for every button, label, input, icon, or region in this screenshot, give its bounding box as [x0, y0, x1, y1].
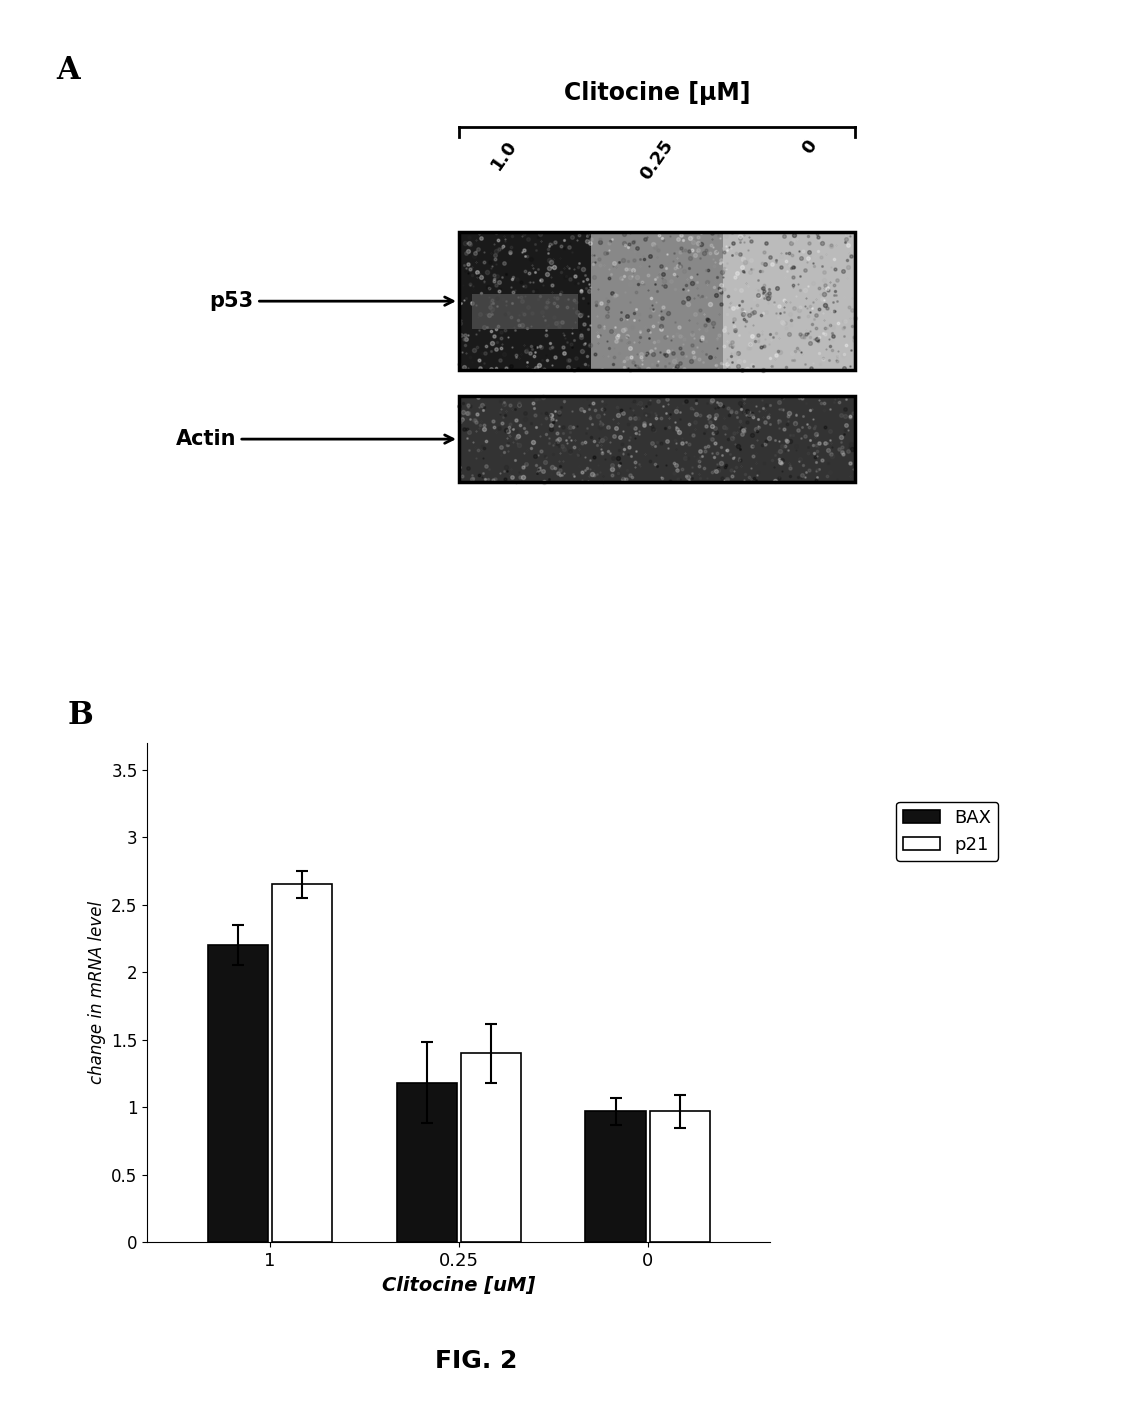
Legend: BAX, p21: BAX, p21 — [896, 801, 998, 861]
Text: FIG. 2: FIG. 2 — [435, 1349, 517, 1374]
Bar — [459, 397, 855, 481]
Text: Clitocine [μM]: Clitocine [μM] — [564, 81, 750, 106]
Bar — [649, 1111, 710, 1242]
Bar — [472, 294, 578, 328]
Bar — [459, 233, 855, 370]
Text: Actin: Actin — [176, 428, 453, 450]
Bar — [723, 233, 855, 370]
Bar — [459, 397, 855, 481]
Bar — [586, 1111, 646, 1242]
Bar — [459, 233, 855, 370]
Y-axis label: change in mRNA level: change in mRNA level — [87, 901, 105, 1084]
Bar — [459, 233, 591, 370]
Text: B: B — [68, 700, 94, 731]
Bar — [272, 884, 332, 1242]
Bar — [207, 945, 269, 1242]
Text: A: A — [57, 54, 80, 86]
Bar — [591, 233, 723, 370]
X-axis label: Clitocine [uM]: Clitocine [uM] — [382, 1275, 536, 1295]
Text: 0.25: 0.25 — [637, 137, 678, 184]
Text: p53: p53 — [210, 291, 453, 311]
Text: 0: 0 — [799, 137, 821, 157]
Bar — [461, 1054, 521, 1242]
Text: 1.0: 1.0 — [487, 137, 521, 173]
Bar — [397, 1082, 457, 1242]
